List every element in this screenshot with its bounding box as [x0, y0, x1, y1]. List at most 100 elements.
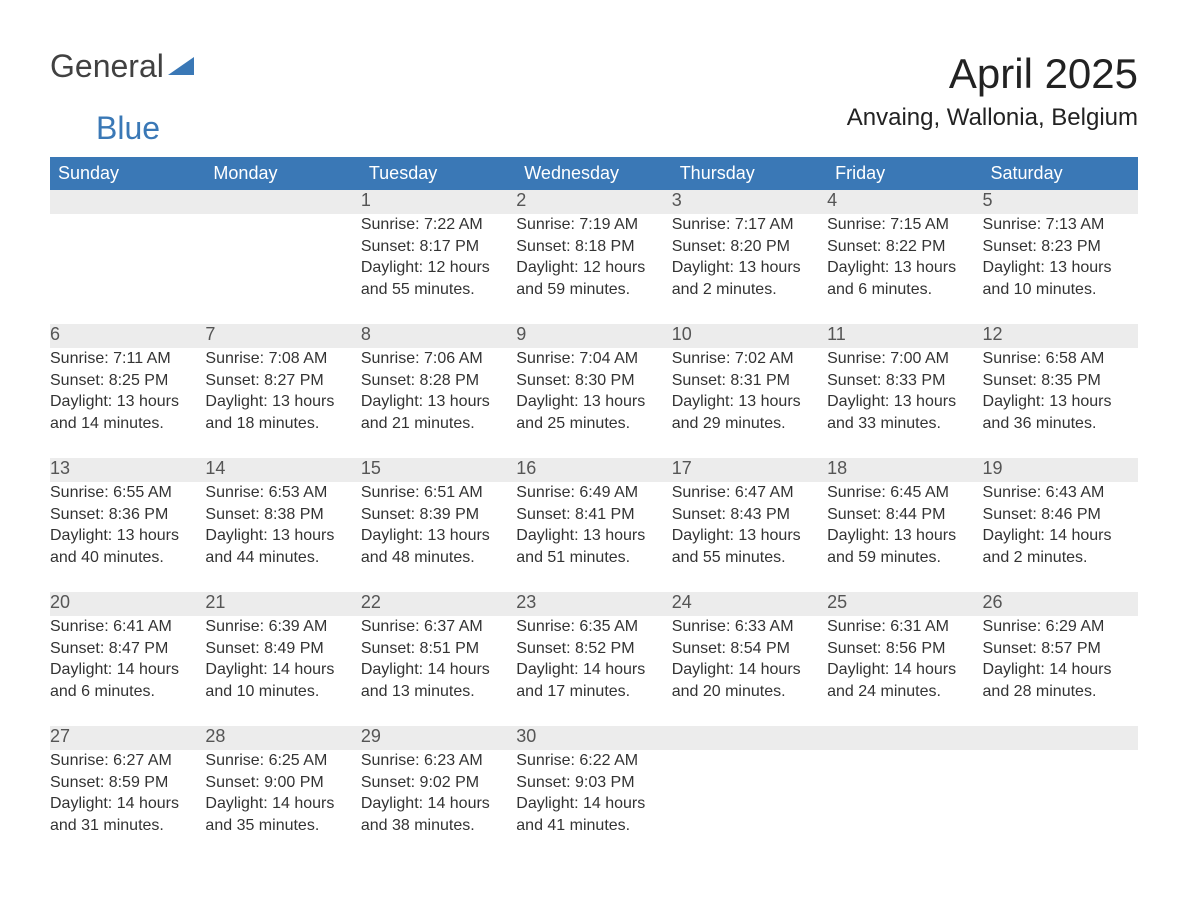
sunrise-line: Sunrise: 7:00 AM: [827, 350, 949, 367]
col-wednesday: Wednesday: [516, 157, 671, 190]
sunset-line: Sunset: 8:28 PM: [361, 372, 479, 389]
sunset-line: Sunset: 8:33 PM: [827, 372, 945, 389]
day-content-cell: Sunrise: 7:22 AMSunset: 8:17 PMDaylight:…: [361, 214, 516, 324]
day-number-cell: 5: [983, 190, 1138, 214]
day-content-cell: Sunrise: 6:33 AMSunset: 8:54 PMDaylight:…: [672, 616, 827, 726]
day-number-row: 13141516171819: [50, 458, 1138, 482]
daylight-line: Daylight: 14 hours and 17 minutes.: [516, 661, 645, 700]
sunset-line: Sunset: 8:31 PM: [672, 372, 790, 389]
daylight-line: Daylight: 13 hours and 55 minutes.: [672, 527, 801, 566]
day-content-row: Sunrise: 6:27 AMSunset: 8:59 PMDaylight:…: [50, 750, 1138, 860]
day-number-row: 20212223242526: [50, 592, 1138, 616]
day-content-cell: Sunrise: 7:06 AMSunset: 8:28 PMDaylight:…: [361, 348, 516, 458]
daylight-line: Daylight: 13 hours and 6 minutes.: [827, 259, 956, 298]
sunrise-line: Sunrise: 6:58 AM: [983, 350, 1105, 367]
day-number-cell: 12: [983, 324, 1138, 348]
day-content-cell: Sunrise: 6:49 AMSunset: 8:41 PMDaylight:…: [516, 482, 671, 592]
day-number-cell: [205, 190, 360, 214]
sunset-line: Sunset: 8:18 PM: [516, 238, 634, 255]
day-content-cell: Sunrise: 7:15 AMSunset: 8:22 PMDaylight:…: [827, 214, 982, 324]
day-content-cell: Sunrise: 6:39 AM Sunset: 8:49 PM Daylight:…: [205, 616, 360, 726]
sunrise-line: Sunrise: 7:04 AM: [516, 350, 638, 367]
col-thursday: Thursday: [672, 157, 827, 190]
daylight-line: Daylight: 13 hours and 18 minutes.: [205, 393, 334, 432]
daylight-line: Daylight: 14 hours and 2 minutes.: [983, 527, 1112, 566]
day-number-cell: 27: [50, 726, 205, 750]
day-content-cell: [672, 750, 827, 860]
day-content-cell: Sunrise: 6:58 AMSunset: 8:35 PMDaylight:…: [983, 348, 1138, 458]
sunrise-line: Sunrise: 6:23 AM: [361, 752, 483, 769]
day-content-cell: Sunrise: 7:13 AMSunset: 8:23 PMDaylight:…: [983, 214, 1138, 324]
logo-word-blue: Blue: [96, 110, 160, 146]
daylight-line: Daylight: 13 hours and 21 minutes.: [361, 393, 490, 432]
daylight-line: Daylight: 13 hours and 14 minutes.: [50, 393, 179, 432]
sunrise-line: Sunrise: 6:35 AM: [516, 618, 638, 635]
sunset-line: Sunset: 8:52 PM: [516, 640, 634, 657]
day-number-cell: [672, 726, 827, 750]
daylight-line: Daylight: 14 hours and 31 minutes.: [50, 795, 179, 834]
sunrise-line: Sunrise: 6:31 AM: [827, 618, 949, 635]
sunset-line: Sunset: 8:22 PM: [827, 238, 945, 255]
daylight-line: Daylight: 13 hours and 25 minutes.: [516, 393, 645, 432]
col-sunday: Sunday: [50, 157, 205, 190]
daylight-line: Daylight: 14 hours and 38 minutes.: [361, 795, 490, 834]
logo: General: [50, 50, 196, 82]
day-number-cell: 13: [50, 458, 205, 482]
day-content-cell: Sunrise: 6:35 AM Sunset: 8:52 PM Daylight:…: [516, 616, 671, 726]
sunrise-line: Sunrise: 7:19 AM: [516, 216, 638, 233]
location-subtitle: Anvaing, Wallonia, Belgium: [847, 104, 1138, 132]
daylight-line: Daylight: 12 hours and 59 minutes.: [516, 259, 645, 298]
day-content-cell: [827, 750, 982, 860]
daylight-line: Daylight: 14 hours and 41 minutes.: [516, 795, 645, 834]
daylight-line: Daylight: 14 hours and 35 minutes.: [205, 795, 334, 834]
sunrise-line: Sunrise: 6:37 AM: [361, 618, 483, 635]
sunrise-line: Sunrise: 6:39 AM: [205, 618, 327, 635]
day-number-cell: 30: [516, 726, 671, 750]
sunset-line: Sunset: 8:49 PM: [205, 640, 323, 657]
month-title: April 2025: [847, 50, 1138, 98]
daylight-line: Daylight: 14 hours and 20 minutes.: [672, 661, 801, 700]
day-number-cell: 1: [361, 190, 516, 214]
day-content-cell: Sunrise: 6:29 AMSunset: 8:57 PMDaylight:…: [983, 616, 1138, 726]
daylight-line: Daylight: 13 hours and 44 minutes.: [205, 527, 334, 566]
day-number-cell: [827, 726, 982, 750]
day-content-cell: Sunrise: 6:22 AMSunset: 9:03 PMDaylight:…: [516, 750, 671, 860]
day-content-cell: Sunrise: 6:55 AMSunset: 8:36 PMDaylight:…: [50, 482, 205, 592]
sunset-line: Sunset: 8:46 PM: [983, 506, 1101, 523]
day-number-cell: 8: [361, 324, 516, 348]
day-number-cell: 2: [516, 190, 671, 214]
day-number-row: 6789101112: [50, 324, 1138, 348]
sunrise-line: Sunrise: 6:47 AM: [672, 484, 794, 501]
day-number-cell: 29: [361, 726, 516, 750]
daylight-line: Daylight: 13 hours and 51 minutes.: [516, 527, 645, 566]
day-number-cell: 18: [827, 458, 982, 482]
col-monday: Monday: [205, 157, 360, 190]
sunset-line: Sunset: 8:41 PM: [516, 506, 634, 523]
sunset-line: Sunset: 9:02 PM: [361, 774, 479, 791]
sunrise-line: Sunrise: 6:53 AM: [205, 484, 327, 501]
daylight-line: Daylight: 13 hours and 48 minutes.: [361, 527, 490, 566]
day-number-cell: 11: [827, 324, 982, 348]
sunset-line: Sunset: 9:00 PM: [205, 774, 323, 791]
day-number-cell: 23: [516, 592, 671, 616]
day-content-cell: Sunrise: 6:41 AMSunset: 8:47 PMDaylight:…: [50, 616, 205, 726]
sunset-line: Sunset: 8:20 PM: [672, 238, 790, 255]
sunset-line: Sunset: 8:51 PM: [361, 640, 479, 657]
sunrise-line: Sunrise: 6:55 AM: [50, 484, 172, 501]
calendar-body: 12345Sunrise: 7:22 AMSunset: 8:17 PMDayl…: [50, 190, 1138, 860]
daylight-line: Daylight: 14 hours and 10 minutes.: [205, 661, 334, 700]
daylight-line: Daylight: 13 hours and 36 minutes.: [983, 393, 1112, 432]
day-content-cell: Sunrise: 7:00 AMSunset: 8:33 PMDaylight:…: [827, 348, 982, 458]
sunrise-line: Sunrise: 6:43 AM: [983, 484, 1105, 501]
daylight-line: Daylight: 13 hours and 2 minutes.: [672, 259, 801, 298]
sunrise-line: Sunrise: 7:22 AM: [361, 216, 483, 233]
sunset-line: Sunset: 8:39 PM: [361, 506, 479, 523]
sunset-line: Sunset: 8:47 PM: [50, 640, 168, 657]
sunrise-line: Sunrise: 6:51 AM: [361, 484, 483, 501]
sunset-line: Sunset: 8:23 PM: [983, 238, 1101, 255]
day-number-row: 12345: [50, 190, 1138, 214]
day-content-row: Sunrise: 6:41 AMSunset: 8:47 PMDaylight:…: [50, 616, 1138, 726]
logo-word-general: General: [50, 50, 164, 82]
sunset-line: Sunset: 8:54 PM: [672, 640, 790, 657]
day-number-cell: 16: [516, 458, 671, 482]
